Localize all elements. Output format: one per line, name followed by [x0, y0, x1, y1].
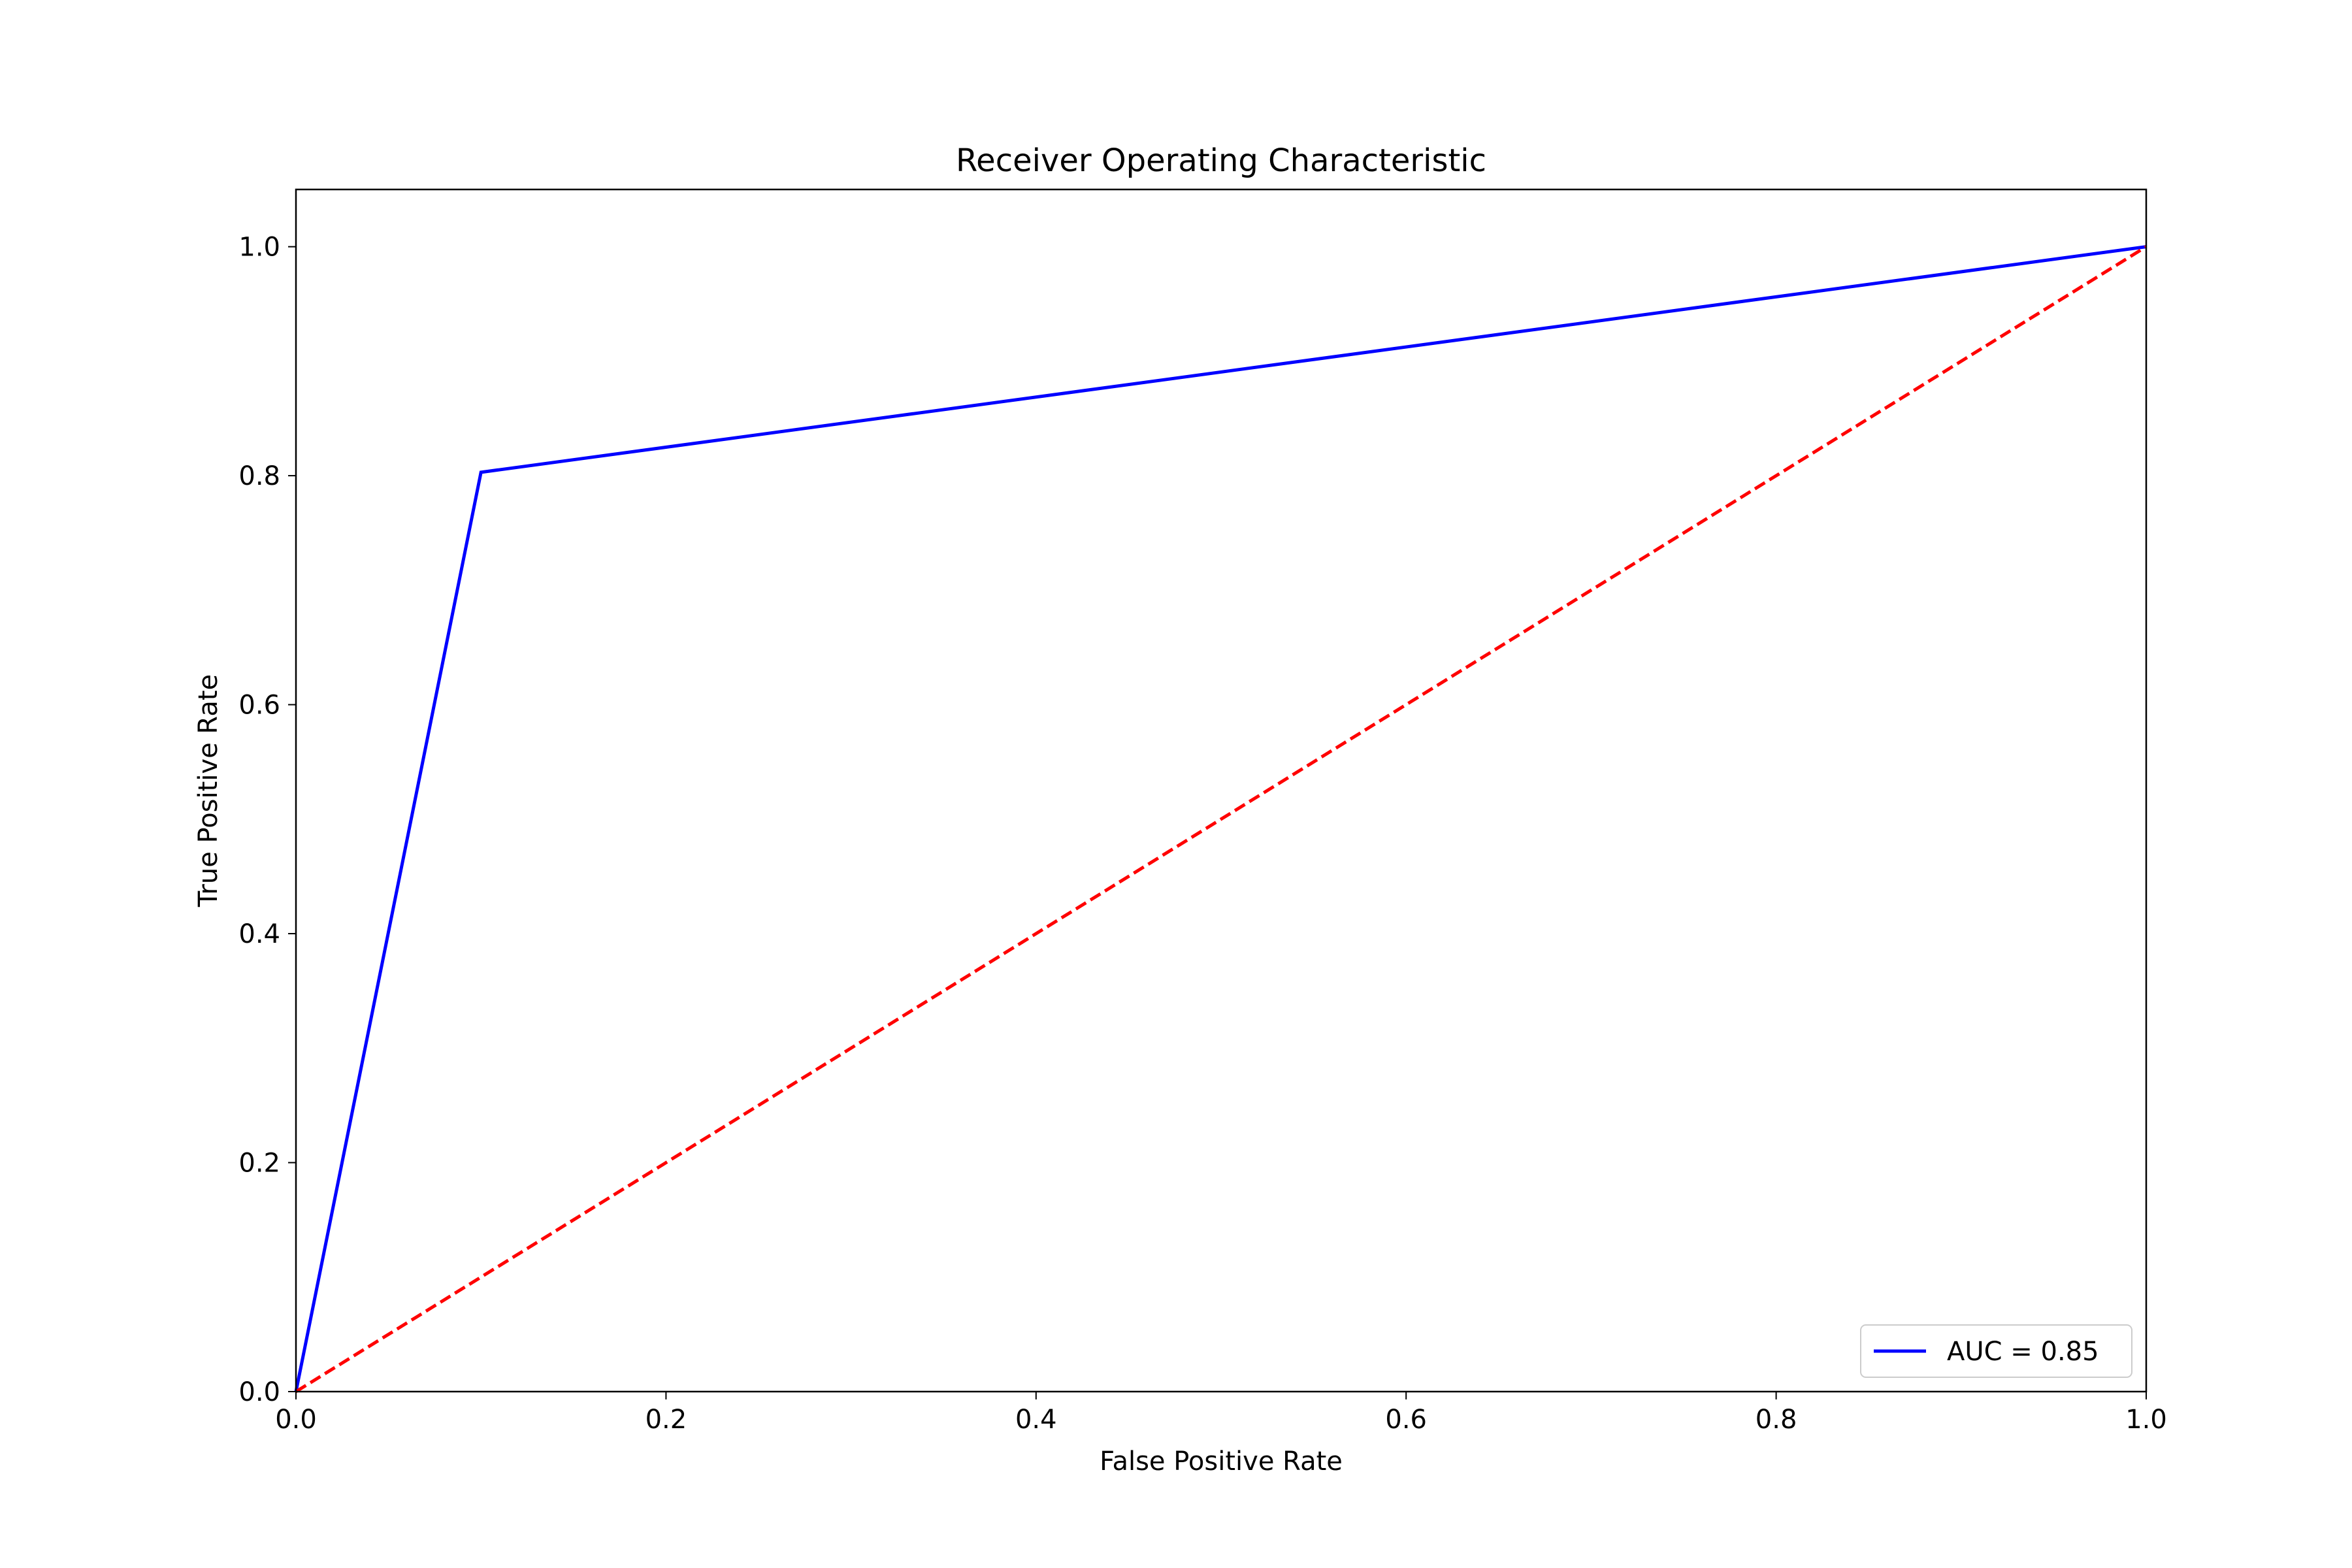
- y-tick-label: 0.6: [238, 691, 280, 721]
- y-tick-label: 0.0: [238, 1377, 280, 1407]
- roc-curve-line: [294, 245, 2147, 1392]
- legend-label: AUC = 0.85: [1947, 1337, 2099, 1367]
- legend-box: [1860, 1324, 2132, 1378]
- chart-title: Receiver Operating Characteristic: [956, 142, 1486, 179]
- x-tick-label: 0.0: [275, 1405, 317, 1435]
- x-tick-label: 0.6: [1385, 1405, 1427, 1435]
- y-tick-label: 0.4: [238, 919, 280, 949]
- diagonal-reference-line: [295, 245, 2148, 1394]
- x-axis: 0.0 0.2 0.4 0.6 0.8 1.0: [275, 1392, 2167, 1435]
- series-layer: [294, 245, 2148, 1394]
- x-tick-label: 1.0: [2125, 1405, 2167, 1435]
- y-tick-label: 0.8: [238, 461, 280, 491]
- y-tick-label: 0.2: [238, 1149, 280, 1179]
- x-tick-label: 0.2: [645, 1405, 687, 1435]
- y-axis: 0.0 0.2 0.4 0.6 0.8 1.0: [238, 233, 296, 1407]
- x-tick-label: 0.4: [1015, 1405, 1057, 1435]
- legend: AUC = 0.85: [1860, 1324, 2132, 1378]
- y-axis-title: True Positive Rate: [193, 674, 223, 907]
- y-tick-label: 1.0: [238, 233, 280, 263]
- plot-frame: [295, 188, 2148, 1393]
- x-axis-title: False Positive Rate: [1100, 1446, 1343, 1477]
- x-tick-label: 0.8: [1756, 1405, 1797, 1435]
